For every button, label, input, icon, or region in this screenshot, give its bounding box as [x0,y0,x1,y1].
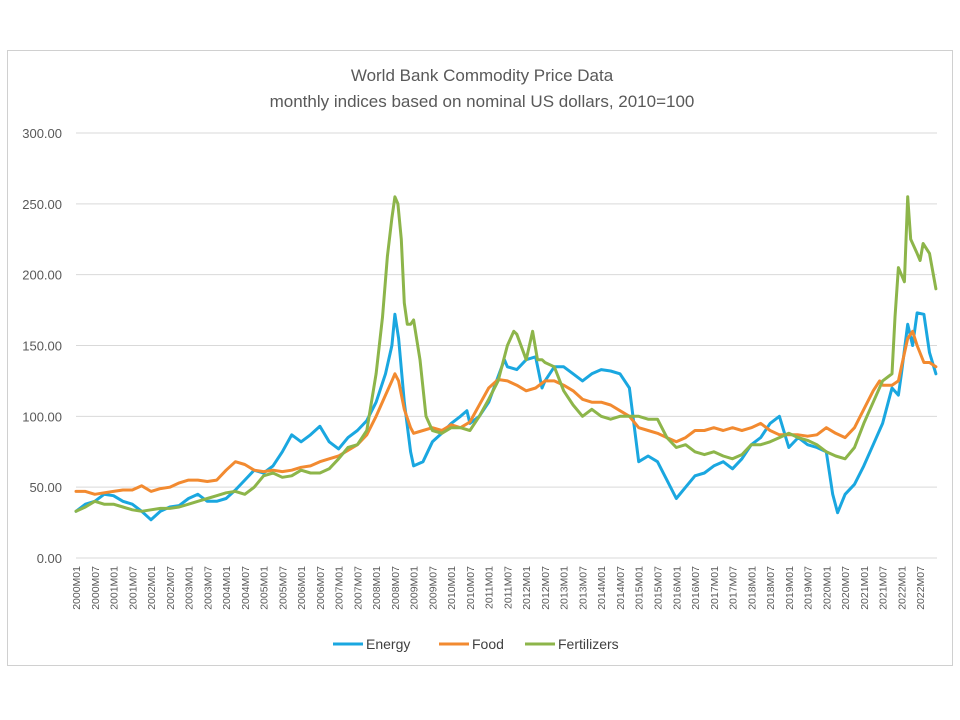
x-tick-label: 2002M07 [165,566,177,610]
y-axis-ticks: 0.00 50.00 100.00 150.00 200.00 250.00 300.00 [22,126,62,566]
x-tick-label: 2004M07 [240,566,252,610]
x-tick-label: 2009M01 [409,566,421,610]
series-lines [74,195,938,522]
x-tick-label: 2002M01 [146,566,158,610]
x-tick-label: 2020M01 [821,566,833,610]
x-tick-label: 2014M07 [615,566,627,610]
y-tick-label: 50.00 [29,480,62,495]
x-tick-label: 2015M07 [653,566,665,610]
legend-label-food: Food [472,636,504,652]
x-tick-label: 2001M01 [109,566,121,610]
x-tick-label: 2000M01 [71,566,83,610]
x-tick-label: 2013M07 [577,566,589,610]
x-tick-label: 2005M07 [277,566,289,610]
x-tick-label: 2016M07 [690,566,702,610]
series-line-fertilizers [74,195,938,513]
x-tick-label: 2000M07 [90,566,102,610]
y-tick-label: 150.00 [22,339,62,354]
x-tick-label: 2021M07 [878,566,890,610]
x-tick-label: 2016M01 [671,566,683,610]
x-tick-label: 2010M01 [446,566,458,610]
x-tick-label: 2007M07 [352,566,364,610]
chart-area [7,50,953,666]
x-tick-label: 2022M07 [915,566,927,610]
chart-title: World Bank Commodity Price Data [351,66,614,85]
x-tick-label: 2006M07 [315,566,327,610]
chart-subtitle: monthly indices based on nominal US doll… [270,92,695,111]
x-tick-label: 2015M01 [634,566,646,610]
x-tick-label: 2008M01 [371,566,383,610]
x-tick-label: 2018M07 [765,566,777,610]
x-tick-label: 2011M01 [484,566,496,609]
y-tick-label: 300.00 [22,126,62,141]
x-tick-label: 2018M01 [746,566,758,610]
x-tick-label: 2011M07 [502,566,514,609]
x-tick-label: 2017M07 [728,566,740,610]
legend-label-energy: Energy [366,636,410,652]
legend: Energy Food Fertilizers [333,636,619,652]
gridlines [76,132,937,559]
x-tick-label: 2019M07 [803,566,815,610]
x-tick-label: 2022M01 [896,566,908,610]
series-line-food [74,329,938,496]
x-tick-label: 2013M01 [559,566,571,610]
x-tick-label: 2001M07 [127,566,139,610]
x-tick-label: 2006M01 [296,566,308,610]
x-tick-label: 2021M01 [859,566,871,610]
y-tick-label: 250.00 [22,197,62,212]
x-tick-label: 2012M07 [540,566,552,610]
x-tick-label: 2003M07 [202,566,214,610]
y-tick-label: 200.00 [22,268,62,283]
y-tick-label: 0.00 [37,551,62,566]
x-tick-label: 2010M07 [465,566,477,610]
x-tick-label: 2020M07 [840,566,852,610]
x-tick-label: 2012M01 [521,566,533,610]
x-tick-label: 2007M01 [334,566,346,610]
x-tick-label: 2005M01 [259,566,271,610]
x-tick-label: 2014M01 [596,566,608,610]
x-tick-label: 2003M01 [184,566,196,610]
x-tick-label: 2009M07 [427,566,439,610]
y-tick-label: 100.00 [22,409,62,424]
x-tick-label: 2017M01 [709,566,721,610]
x-tick-label: 2008M07 [390,566,402,610]
x-tick-label: 2019M01 [784,566,796,610]
legend-label-fertilizers: Fertilizers [558,636,619,652]
x-axis-ticks: 2000M01 2000M07 2001M01 2001M07 2002M01 2002M… [71,566,927,610]
x-tick-label: 2004M01 [221,566,233,610]
